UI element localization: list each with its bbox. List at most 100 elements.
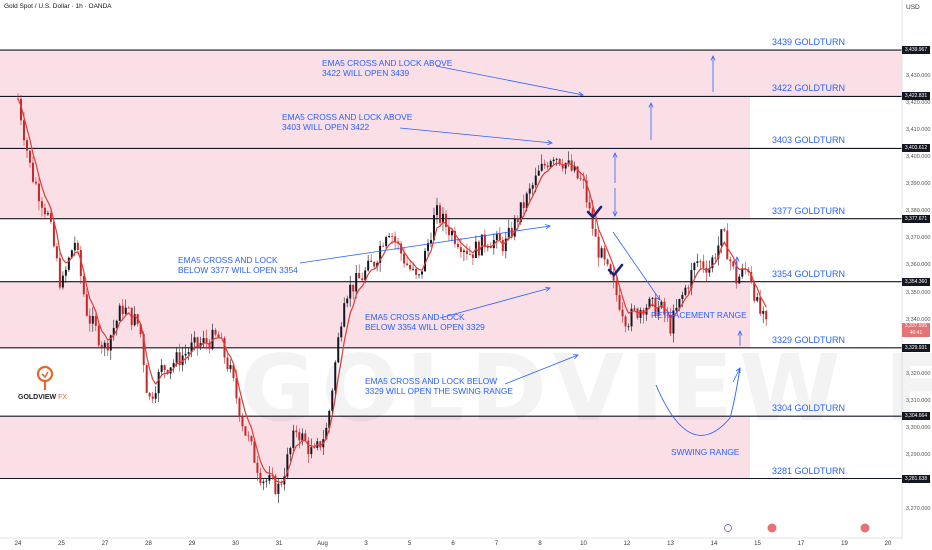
symbol-title[interactable]: Gold Spot / U.S. Dollar · 1h · OANDA	[4, 3, 112, 10]
candle-body	[462, 250, 465, 253]
candle-body	[154, 393, 157, 399]
candle-body	[453, 230, 456, 244]
candle-body	[337, 337, 340, 363]
candle-body	[250, 436, 253, 442]
arrow-to-3329	[504, 354, 579, 385]
candle-body	[286, 454, 289, 477]
note-lock-below-3354: EMA5 CROSS AND LOCK BELOW 3354 WILL OPEN…	[365, 312, 485, 332]
candle-body	[720, 229, 723, 246]
candle-body	[666, 314, 669, 316]
candle-body	[37, 183, 40, 202]
arrow-retracement	[612, 231, 661, 301]
candle-body	[112, 328, 115, 336]
candle-body	[459, 247, 462, 253]
note-lock-below-3377: EMA5 CROSS AND LOCK BELOW 3377 WILL OPEN…	[178, 255, 298, 275]
candle-body	[61, 275, 64, 288]
note-lock-below-3329: EMA5 CROSS AND LOCK BELOW 3329 WILL OPEN…	[365, 376, 513, 396]
candle-body	[480, 234, 483, 256]
candle-body	[232, 365, 235, 379]
candle-body	[169, 367, 172, 374]
time-tick: 15	[754, 541, 761, 547]
candle-body	[217, 334, 220, 338]
candle-body	[148, 392, 151, 397]
candle-body	[651, 297, 654, 299]
candle-body	[421, 271, 424, 275]
candle-body	[726, 230, 729, 260]
candle-body	[624, 316, 627, 327]
candle-body	[400, 243, 403, 254]
price-tick: 3,390.000	[906, 181, 931, 188]
event-icon	[724, 524, 732, 532]
candle-body	[573, 166, 576, 171]
candle-body	[537, 170, 540, 176]
price-tick: 3,380.000	[906, 208, 931, 215]
candle-body	[238, 398, 241, 418]
candle-body	[615, 280, 618, 296]
candle-body	[424, 250, 427, 272]
level-price-tag: 3,304.664	[902, 412, 930, 421]
goldturn-zone	[0, 50, 902, 97]
candle-body	[495, 233, 498, 241]
goldturn-zone	[0, 416, 750, 479]
candle-body	[465, 250, 468, 255]
candle-body	[379, 245, 382, 263]
goldturn-label: 3439 GOLDTURN	[772, 37, 846, 48]
candle-body	[358, 273, 361, 279]
candle-body	[40, 201, 43, 208]
time-tick: 7	[494, 541, 499, 547]
arrow-swing-head-head	[735, 367, 741, 374]
arrow-retracement-head	[655, 294, 661, 301]
candle-body	[675, 307, 678, 311]
candle-body	[193, 337, 196, 343]
price-tick: 3,410.000	[906, 127, 931, 134]
candle-body	[549, 161, 552, 168]
candle-body	[175, 352, 178, 363]
candle-body	[606, 259, 609, 265]
candle-body	[552, 159, 555, 162]
candle-body	[690, 270, 693, 289]
candle-body	[471, 254, 474, 258]
candle-body	[501, 240, 504, 252]
note-line: EMA5 CROSS AND LOCK ABOVE	[282, 112, 413, 122]
candle-body	[435, 205, 438, 216]
candle-body	[187, 352, 190, 354]
candle-body	[349, 284, 352, 299]
candle-body	[331, 390, 334, 411]
note-line: BELOW 3354 WILL OPEN 3329	[365, 322, 485, 332]
level-price-tag: 3,403.612	[902, 144, 930, 153]
candle-body	[403, 253, 406, 264]
arrow-to-3329-head	[572, 354, 579, 359]
candle-body	[639, 309, 642, 318]
candle-body	[477, 241, 480, 256]
candle-body	[376, 262, 379, 267]
candle-body	[313, 447, 316, 448]
candle-body	[325, 427, 328, 440]
candle-body	[223, 338, 226, 358]
price-tick: 3,370.000	[906, 235, 931, 242]
candle-body	[627, 326, 630, 328]
candle-body	[415, 268, 418, 275]
candle-body	[277, 483, 280, 494]
candle-body	[88, 315, 91, 324]
candle-body	[633, 308, 636, 310]
note-line: RETRACEMENT RANGE	[651, 310, 747, 320]
note-line: EMA5 CROSS AND LOCK	[365, 312, 465, 322]
candle-body	[612, 274, 615, 281]
candle-body	[64, 269, 67, 276]
level-price-tag: 3,354.360	[902, 277, 930, 286]
candle-body	[109, 335, 112, 351]
note-line: SWWING RANGE	[671, 447, 740, 457]
candle-body	[558, 158, 561, 165]
candle-body	[382, 245, 385, 247]
candle-body	[319, 441, 322, 448]
candle-body	[696, 261, 699, 263]
candle-body	[600, 248, 603, 258]
candle-body	[543, 163, 546, 166]
time-tick: 17	[797, 541, 805, 547]
price-tick: 3,320.000	[906, 370, 931, 377]
candle-body	[391, 235, 394, 237]
candle-body	[564, 163, 567, 169]
candle-body	[567, 160, 570, 164]
candle-body	[334, 362, 337, 391]
